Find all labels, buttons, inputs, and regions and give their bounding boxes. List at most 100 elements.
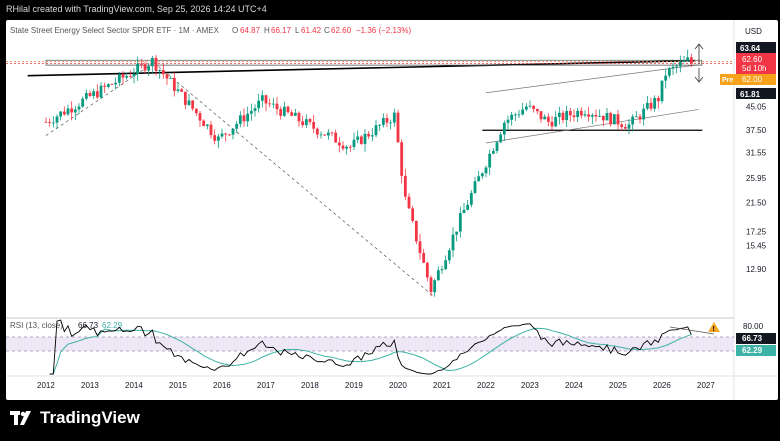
candle-body (301, 121, 305, 126)
rsi-value-tag (736, 333, 776, 344)
price-tick-label: 25.95 (746, 174, 767, 183)
candle-body (315, 128, 319, 135)
legend-close: 62.60 (331, 26, 352, 35)
candle-body (631, 116, 635, 125)
price-chart[interactable]: State Street Energy Select Sector SPDR E… (6, 20, 778, 400)
candle-body (466, 204, 470, 210)
candle-body (66, 108, 70, 115)
price-tick-label: 21.50 (746, 199, 767, 208)
candle-body (517, 114, 521, 116)
candle-body (550, 121, 554, 127)
rsi-signal-tag-label: 62.29 (742, 346, 763, 355)
candle-body (510, 114, 514, 120)
rsi-divergence-line (669, 326, 715, 335)
candle-body (136, 63, 140, 74)
rsi-pane[interactable]: RSI (13, close) 66.73 62.29 ! 80.00 66.7… (6, 319, 776, 375)
svg-text:!: ! (713, 326, 715, 333)
candle-body (407, 196, 411, 209)
time-tick-label: 2027 (697, 381, 715, 390)
candle-body (557, 112, 561, 118)
candle-body (275, 103, 279, 110)
candle-body (191, 100, 195, 109)
candle-body (169, 77, 173, 79)
candle-body (392, 112, 396, 123)
candle-body (180, 89, 184, 92)
time-tick-label: 2012 (37, 381, 55, 390)
price-tags: 63.64 62.60 5d 10h Pre 62.00 61.81 (720, 42, 776, 99)
candle-body (213, 135, 217, 141)
tradingview-logo-icon (10, 411, 31, 425)
time-tick-label: 2019 (345, 381, 363, 390)
candle-body (546, 116, 550, 122)
channel-lower-line (485, 109, 699, 144)
candle-body (378, 124, 382, 126)
candle-body (84, 93, 88, 99)
candle-body (319, 134, 323, 136)
candle-body (95, 91, 99, 98)
candle-body (253, 108, 257, 111)
candle-body (271, 103, 275, 105)
pre-market-price-label: 62.00 (742, 75, 763, 84)
candle-body (590, 115, 594, 117)
candle-body (609, 113, 613, 125)
candle-body (414, 220, 418, 242)
top-price-tag (736, 42, 776, 53)
candle-body (235, 123, 239, 129)
time-tick-label: 2016 (213, 381, 231, 390)
candle-body (62, 111, 66, 115)
candle-body (689, 57, 693, 64)
candle-body (645, 102, 649, 109)
candle-body (682, 60, 686, 63)
candle-body (616, 114, 620, 125)
drawings[interactable] (6, 59, 734, 297)
candle-body (55, 116, 59, 123)
candle-body (264, 95, 268, 104)
candle-body (81, 98, 85, 107)
candle-body (238, 115, 242, 124)
candle-body (528, 105, 532, 107)
candle-body (139, 63, 143, 65)
price-axis[interactable]: 54.4045.0537.5031.5525.9521.5017.2515.45… (746, 78, 767, 274)
long-term-resistance-line (27, 59, 696, 77)
candle-body (451, 234, 455, 251)
candle-body (627, 124, 631, 129)
candle-body (312, 121, 316, 129)
candle-body (150, 57, 154, 67)
time-tick-label: 2022 (477, 381, 495, 390)
legend-open: 64.87 (240, 26, 261, 35)
rsi-band (6, 337, 734, 351)
candle-body (583, 114, 587, 116)
candle-body (293, 112, 297, 116)
candle-body (345, 146, 349, 149)
candle-body (396, 112, 400, 143)
candle-body (429, 277, 433, 293)
candle-body (92, 91, 96, 96)
candle-body (73, 109, 77, 113)
candle-body (495, 142, 499, 151)
candle-body (594, 115, 598, 117)
time-axis[interactable]: 2012 2013 2014 2015 2016 2017 2018 2019 2020 2021… (37, 381, 715, 390)
candle-body (249, 110, 253, 114)
candle-body (411, 208, 415, 221)
candles[interactable] (44, 49, 693, 297)
rsi-signal-tag (736, 345, 776, 356)
candle-body (88, 93, 92, 96)
candle-body (352, 139, 356, 147)
chart-panel[interactable]: State Street Energy Select Sector SPDR E… (6, 20, 778, 400)
candle-body (561, 112, 565, 121)
candle-body (282, 106, 286, 116)
support-price-tag (736, 88, 776, 99)
candle-body (422, 253, 426, 263)
candle-body (103, 85, 107, 87)
candle-body (506, 119, 510, 123)
candle-body (165, 74, 169, 79)
candle-body (70, 108, 74, 113)
time-tick-label: 2017 (257, 381, 275, 390)
swing-up-dashed (45, 62, 154, 136)
time-tick-label: 2024 (565, 381, 583, 390)
candle-body (623, 127, 627, 129)
candle-body (447, 250, 451, 261)
candle-body (224, 133, 228, 135)
candle-body (634, 116, 638, 118)
candle-body (158, 70, 162, 71)
